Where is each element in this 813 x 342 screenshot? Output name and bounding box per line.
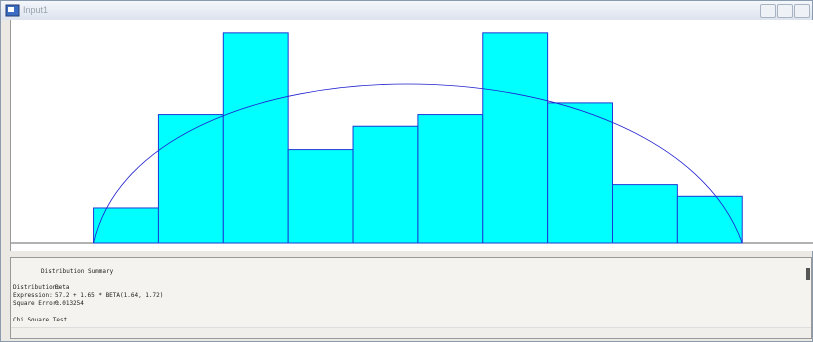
summary-value: 0.013254: [55, 300, 84, 307]
title-bar: Input1: [1, 1, 812, 20]
summary-label: Square Error:: [13, 300, 60, 307]
bar: [287, 149, 354, 244]
summary-value: Beta: [55, 284, 70, 291]
app-icon: [5, 4, 20, 17]
summary-label: Distribution:: [13, 284, 60, 291]
histogram: [11, 32, 813, 244]
summary-pane: Distribution Summary Distribution: Beta Ex…: [10, 257, 812, 339]
bar: [482, 32, 549, 244]
chart-area: [10, 20, 813, 251]
maximize-button[interactable]: [777, 4, 793, 18]
window-title: Input1: [23, 5, 49, 15]
bar: [547, 102, 613, 244]
summary-value: 57.2 + 1.65 * BETA(1.64, 1.72): [55, 292, 164, 299]
bar: [157, 114, 224, 244]
bar: [612, 184, 678, 244]
bar: [222, 32, 289, 244]
vertical-scroll-thumb[interactable]: [806, 268, 810, 280]
summary-next: Chi Square Test: [13, 317, 68, 321]
summary-label: Expression:: [13, 292, 53, 299]
bar: [417, 114, 484, 244]
fitted-curve: [93, 83, 743, 244]
bar: [93, 207, 159, 244]
minimize-button[interactable]: [760, 4, 776, 18]
bar: [676, 195, 743, 244]
bar: [352, 125, 419, 244]
summary-heading: Distribution Summary: [41, 268, 114, 275]
horizontal-scrollbar[interactable]: [11, 327, 811, 338]
close-button[interactable]: [794, 4, 810, 18]
